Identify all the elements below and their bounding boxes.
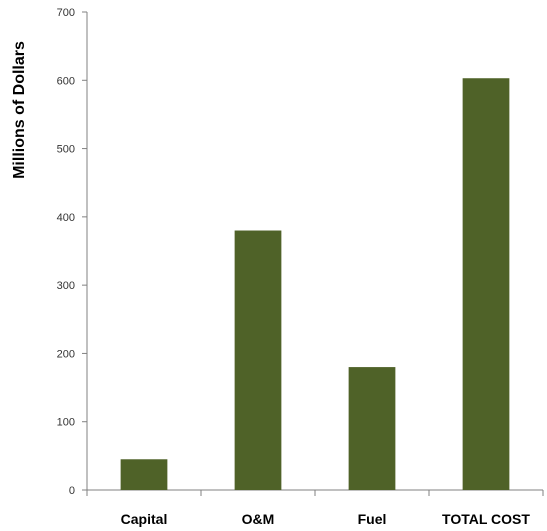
plot-area: 0 100 200 300 400 500 600 700 Capital O&M Fuel TOTA… — [57, 7, 544, 527]
y-axis-title: Millions of Dollars — [11, 41, 28, 179]
y-tick-label: 600 — [57, 75, 75, 87]
y-tick-label: 400 — [57, 212, 75, 224]
y-tick-label: 0 — [69, 485, 75, 497]
x-category-label: O&M — [242, 511, 275, 527]
y-tick-label: 200 — [57, 348, 75, 360]
bar-capital — [120, 459, 168, 490]
x-category-label: Capital — [121, 511, 168, 527]
bar-total-cost — [462, 78, 510, 490]
y-tick-label: 700 — [57, 7, 75, 19]
bar-o-m — [234, 230, 282, 490]
y-tick-label: 500 — [57, 144, 75, 156]
bar-fuel — [348, 367, 396, 490]
x-category-label: Fuel — [358, 511, 387, 527]
y-tick-label: 300 — [57, 280, 75, 292]
y-tick-label: 100 — [57, 417, 75, 429]
x-category-label: TOTAL COST — [442, 511, 530, 527]
